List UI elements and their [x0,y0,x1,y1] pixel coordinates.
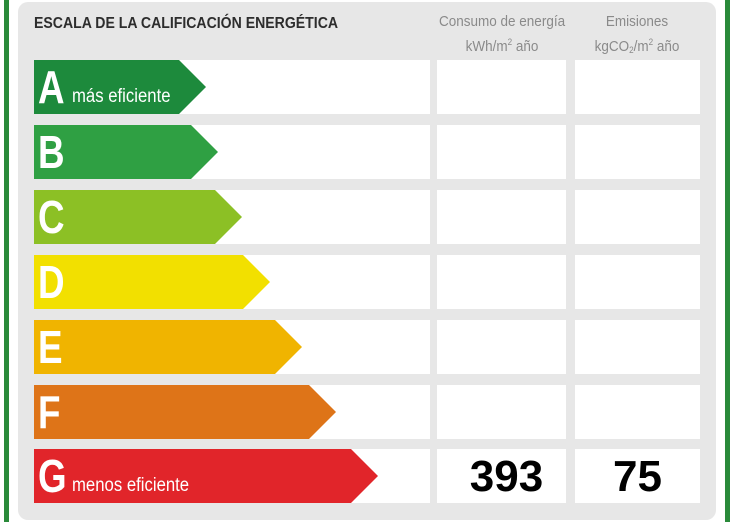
emissions-column-header: Emisiones kgCO2/m2 año [594,13,680,55]
energy-value-g: 393 [469,452,544,501]
rating-arrow-c: C [34,190,242,244]
emissions-cell-g [575,449,700,503]
rating-label-g: menos eficiente [72,475,190,496]
rating-letter-f: F [38,386,61,438]
frame-left-border [4,0,9,522]
energy-cell-a [437,60,566,114]
energy-cell-f [437,385,566,439]
rating-arrow-e: E [34,320,302,374]
rating-letter-e: E [38,321,63,373]
energy-cell-e [437,320,566,374]
emissions-cell-d [575,255,700,309]
energy-cell-g [437,449,566,503]
rating-arrow-b: B [34,125,218,179]
energy-column-header: Consumo de energía kWh/m2 año [439,13,566,55]
energy-cell-b [437,125,566,179]
emissions-cell-b [575,125,700,179]
rating-letter-d: D [38,256,65,308]
emissions-cell-a [575,60,700,114]
energy-cell-d [437,255,566,309]
emissions-value-g: 75 [613,452,662,501]
frame-right-border [725,0,730,522]
rating-letter-a: A [38,61,65,113]
rating-arrow-d: D [34,255,270,309]
rating-arrow-f: F [34,385,336,439]
emissions-cell-e [575,320,700,374]
page-title: ESCALA DE LA CALIFICACIÓN ENERGÉTICA [34,15,339,32]
rating-letter-b: B [38,126,65,178]
emissions-cell-c [575,190,700,244]
rating-letter-g: G [38,450,67,502]
emissions-cell-f [575,385,700,439]
rating-letter-c: C [38,191,65,243]
energy-cell-c [437,190,566,244]
rating-label-a: más eficiente [72,86,171,107]
